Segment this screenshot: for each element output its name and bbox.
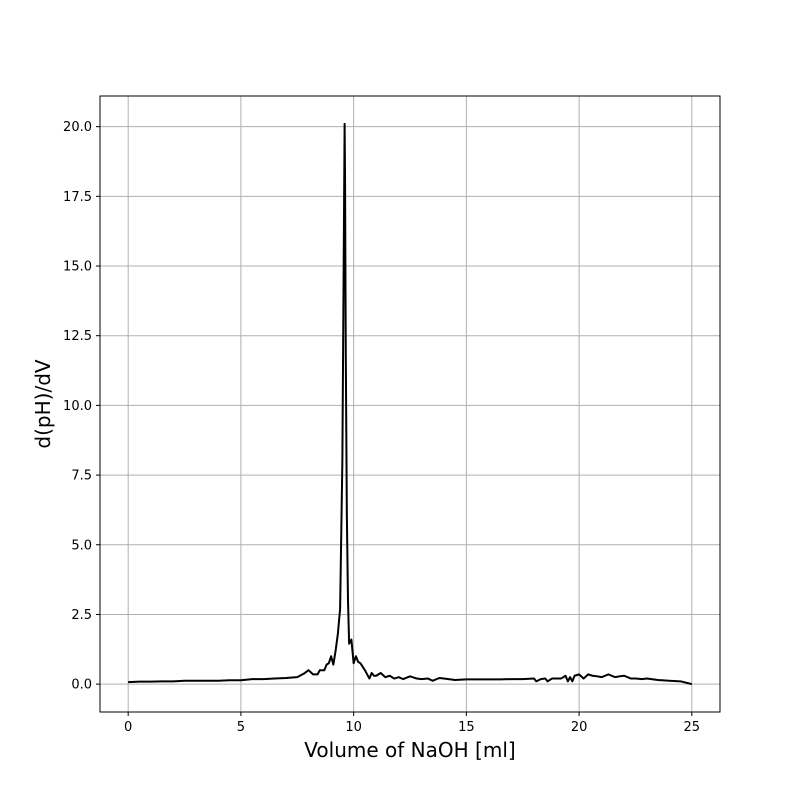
y-tick-label: 20.0 — [63, 120, 92, 135]
y-tick-label: 12.5 — [63, 329, 92, 344]
x-tick-label: 5 — [237, 720, 245, 735]
derivative-line — [128, 122, 693, 686]
plot-frame — [99, 95, 721, 713]
grid — [100, 96, 720, 712]
x-tick-label: 0 — [124, 720, 132, 735]
ticks: 0 5 10 15 20 25 0.0 2.5 5.0 7.5 10.0 12.5 15.0 17.5 20… — [63, 120, 700, 735]
y-tick-label: 5.0 — [71, 538, 92, 553]
x-tick-label: 10 — [345, 720, 362, 735]
y-tick-label: 17.5 — [63, 190, 92, 205]
x-tick-label: 15 — [458, 720, 475, 735]
y-tick-label: 10.0 — [63, 399, 92, 414]
y-tick-label: 2.5 — [71, 608, 92, 623]
series-layer — [128, 122, 693, 686]
y-tick-label: 0.0 — [71, 678, 92, 693]
x-tick-label: 25 — [684, 720, 701, 735]
y-axis-title: d(pH)/dV — [31, 359, 55, 448]
y-tick-label: 15.0 — [63, 260, 92, 275]
x-tick-label: 20 — [571, 720, 588, 735]
y-tick-label: 7.5 — [71, 469, 92, 484]
x-axis-title: Volume of NaOH [ml] — [304, 738, 515, 762]
